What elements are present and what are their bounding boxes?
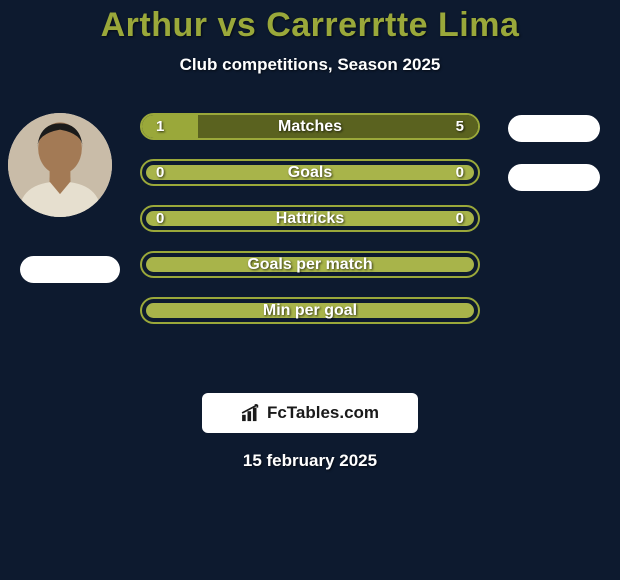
subtitle: Club competitions, Season 2025	[0, 55, 620, 75]
stat-value-right: 0	[456, 207, 464, 230]
page-title: Arthur vs Carrerrtte Lima	[0, 6, 620, 45]
stat-bar-goals: Goals0 0	[140, 159, 480, 186]
stat-label: Matches	[142, 115, 478, 138]
stat-label: Min per goal	[142, 299, 478, 322]
stat-bar-min-per-goal: Min per goal	[140, 297, 480, 324]
player-right-placeholder-2	[508, 164, 600, 191]
stat-value-left: 0	[156, 207, 164, 230]
logo-text: FcTables.com	[267, 403, 379, 423]
stat-bar-hattricks: Hattricks0 0	[140, 205, 480, 232]
comparison-infographic: Arthur vs Carrerrtte Lima Club competiti…	[0, 0, 620, 580]
stat-bar-goals-per-match: Goals per match	[140, 251, 480, 278]
date-label: 15 february 2025	[0, 451, 620, 471]
stat-label: Goals per match	[142, 253, 478, 276]
stat-value-right: 0	[456, 161, 464, 184]
stat-value-right: 5	[456, 115, 464, 138]
player-left-avatar	[8, 113, 112, 217]
stat-label: Hattricks	[142, 207, 478, 230]
avatar-placeholder-icon	[8, 113, 112, 217]
stats-column: Matches15Goals00Hattricks00Goals per mat…	[140, 113, 480, 324]
bars-icon	[241, 404, 263, 422]
logo-box: FcTables.com	[202, 393, 418, 433]
stat-value-left: 0	[156, 161, 164, 184]
player-right-placeholder-1	[508, 115, 600, 142]
player-left-placeholder-2	[20, 256, 120, 283]
stat-value-left: 1	[156, 115, 164, 138]
content-area: Matches15Goals00Hattricks00Goals per mat…	[0, 113, 620, 373]
stat-bar-matches: Matches1 5	[140, 113, 480, 140]
stat-label: Goals	[142, 161, 478, 184]
